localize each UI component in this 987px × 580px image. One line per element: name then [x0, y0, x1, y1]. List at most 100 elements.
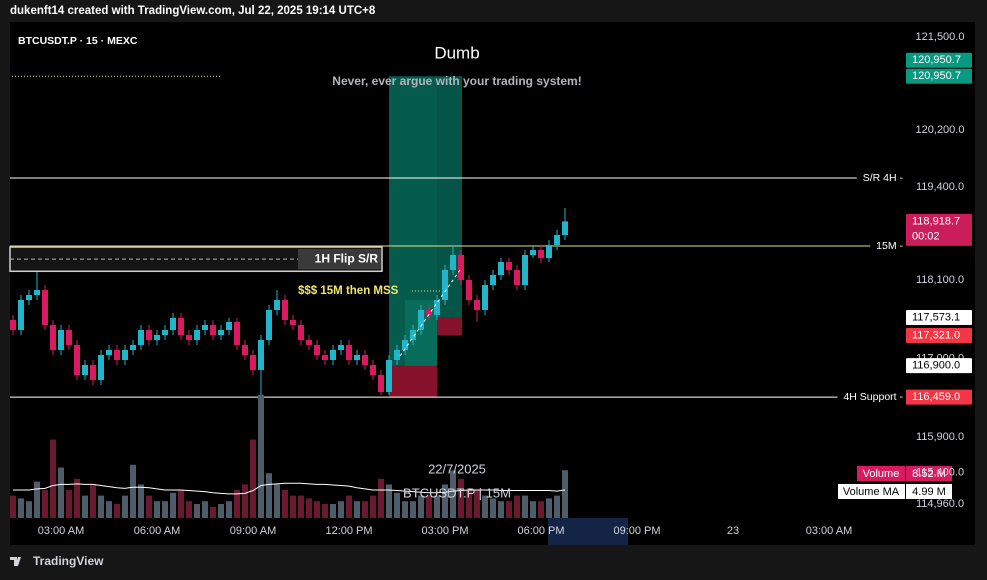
annotation: $$$ 15M then MSS [298, 285, 399, 297]
candle-body [106, 350, 112, 355]
y-tick-label: 115,400.0 [916, 467, 964, 479]
zone-label-bg [298, 249, 381, 270]
x-tick-label: 06:00 AM [134, 525, 180, 537]
candle-body [538, 250, 544, 258]
position-profit [437, 76, 462, 318]
volume-bar [530, 501, 536, 518]
candle-body [218, 330, 224, 335]
price-label: 117,321.0 [912, 329, 960, 341]
x-tick-label: 09:00 AM [230, 525, 276, 537]
volume-bar [450, 470, 456, 518]
symbol: BTCUSDT.P · 15 · MEXC [18, 35, 138, 47]
x-tick-label: 12:00 PM [325, 525, 372, 537]
x-tick-label: 09:00 PM [613, 525, 660, 537]
volume-bar [538, 501, 544, 518]
footer-brand: TradingView [33, 554, 104, 568]
candle-body [138, 330, 144, 345]
volume-bar [82, 495, 88, 518]
volume-bar [362, 501, 368, 518]
volume-bar [322, 504, 328, 518]
volume-bar [418, 495, 424, 518]
volume-bar [378, 478, 384, 518]
candle-body [546, 245, 552, 258]
candle-body [482, 285, 488, 310]
volume-bar [266, 473, 272, 518]
volume-bar [298, 495, 304, 518]
price-label-bg [906, 328, 972, 343]
candle-body [402, 340, 408, 350]
candle-body [458, 255, 464, 280]
x-tick-label: 03:00 PM [421, 525, 468, 537]
volume-bar [522, 495, 528, 518]
candle-body [10, 320, 16, 330]
volume-bar [490, 498, 496, 518]
candle-body [562, 221, 568, 235]
candle-body [274, 300, 280, 310]
candle-body [498, 262, 504, 275]
legend-value-bg [906, 484, 952, 499]
volume-bar [58, 467, 64, 518]
candle-body [386, 360, 392, 392]
volume-bar [546, 498, 552, 518]
candle-body [194, 330, 200, 340]
legend-label-bg [857, 466, 905, 481]
volume-bar [498, 501, 504, 518]
candle-body [42, 290, 48, 325]
x-tick-label: 03:00 AM [806, 525, 852, 537]
candle-body [82, 365, 88, 375]
candle-body [178, 318, 184, 335]
candle-body [394, 350, 400, 360]
chart-title: Dumb [434, 43, 479, 62]
price-countdown: 00:02 [912, 230, 940, 242]
price-label-bg [906, 52, 972, 68]
volume-bar [282, 490, 288, 518]
price-label-bg [906, 213, 972, 246]
y-tick-label: 114,960.0 [916, 498, 964, 510]
footer-logo: TradingView [10, 554, 104, 568]
candle-body [554, 235, 560, 245]
volume-bar [26, 501, 32, 518]
price-label-bg [906, 309, 972, 325]
candle-body [314, 345, 320, 355]
candle-body [354, 355, 360, 360]
candle-body [282, 300, 288, 320]
candle-body [298, 325, 304, 340]
candle-body [338, 345, 344, 350]
candle-body [250, 355, 256, 370]
candle-body [514, 270, 520, 285]
chart-subtitle: Never, ever argue with your trading syst… [332, 74, 581, 88]
candle-body [522, 255, 528, 285]
y-tick-label: 119,400.0 [916, 181, 964, 193]
volume-bar [162, 501, 168, 518]
y-tick-label: 118,100.0 [916, 274, 964, 286]
volume-bar [18, 498, 24, 518]
candle-body [290, 320, 296, 325]
candle-body [98, 355, 104, 380]
volume-bar [394, 492, 400, 518]
volume-bar [242, 484, 248, 518]
candle-body [442, 270, 448, 300]
volume-bar [426, 495, 432, 518]
volume-bar [50, 439, 56, 518]
watermark-date: 22/7/2025 [428, 461, 486, 476]
candle-body [50, 325, 56, 350]
price-axis: 121,500.0120,200.0119,400.0118,800.0118,… [38, 31, 972, 537]
volume-bar [154, 501, 160, 518]
volume-bar [306, 498, 312, 518]
volume-bar [122, 495, 128, 518]
volume-bar [210, 506, 216, 518]
candle-body [322, 355, 328, 360]
y-tick-label: 120,200.0 [916, 124, 965, 136]
volume-bar [98, 495, 104, 518]
legend-label-bg [838, 484, 905, 499]
legend-label: Volume MA [843, 486, 900, 498]
volume-bar [434, 495, 440, 518]
volume-bar [114, 504, 120, 518]
candle-body [242, 345, 248, 355]
volume-bar [346, 495, 352, 518]
volume-bar [258, 394, 264, 518]
candle-body [410, 330, 416, 340]
candle-body [146, 330, 152, 340]
x-tick-label: 06:00 PM [517, 525, 564, 537]
